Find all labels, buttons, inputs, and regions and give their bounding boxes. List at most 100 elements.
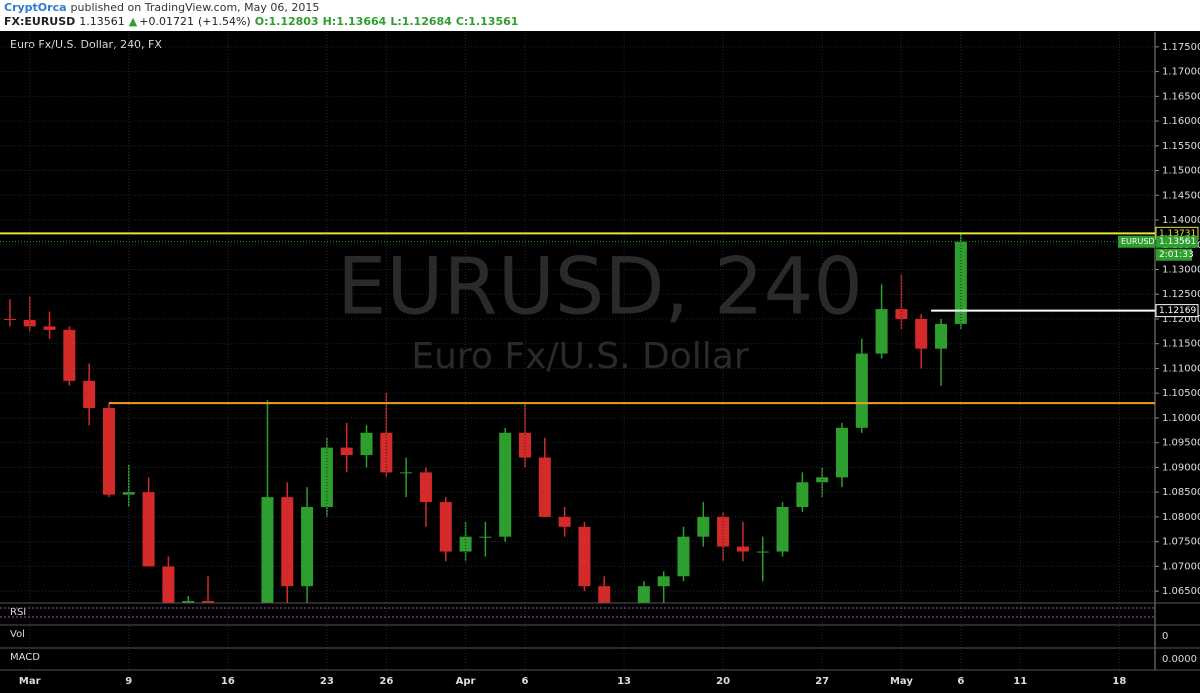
- candle-body: [855, 353, 868, 428]
- y-tick-label: 1.14500: [1162, 190, 1200, 201]
- quote-line: FX:EURUSD 1.13561 ▲ +0.01721 (+1.54%) O:1.128…: [4, 15, 518, 28]
- candle-body: [479, 536, 492, 538]
- candle-body: [419, 472, 432, 503]
- x-tick-label: May: [890, 676, 913, 687]
- pane-label: MACD: [10, 652, 40, 663]
- y-tick-label: 1.07000: [1162, 561, 1200, 572]
- candle-body: [182, 601, 195, 603]
- low: L:1.12684: [390, 15, 452, 28]
- level-tag: [1155, 304, 1199, 318]
- change: +0.01721: [139, 15, 194, 28]
- y-tick-label: 1.11000: [1162, 363, 1200, 374]
- open: O:1.12803: [255, 15, 319, 28]
- candle-body: [776, 507, 789, 552]
- candle-body: [637, 586, 650, 603]
- candle-body: [697, 516, 710, 537]
- header-bg: [0, 0, 1200, 31]
- candle-body: [499, 432, 512, 537]
- y-tick-label: 1.15500: [1162, 141, 1200, 152]
- candle-body: [63, 329, 76, 381]
- x-tick-label: 6: [957, 676, 964, 687]
- candle-body: [3, 318, 16, 320]
- candle-body: [736, 546, 749, 552]
- candle-body: [538, 457, 551, 517]
- candle-body: [400, 472, 413, 474]
- y-tick-label: 1.12000: [1162, 314, 1200, 325]
- candle-body: [954, 241, 967, 324]
- macd-tick-label: 0.0000: [1162, 654, 1197, 665]
- x-tick-label: 16: [221, 676, 235, 687]
- candle-body: [439, 502, 452, 552]
- y-tick-label: 1.10000: [1162, 413, 1200, 424]
- candle-body: [102, 408, 115, 495]
- symbol: FX:EURUSD: [4, 15, 75, 28]
- countdown: 2:01:33: [1159, 250, 1194, 260]
- y-tick-label: 1.08500: [1162, 487, 1200, 498]
- countdown-tag: [1156, 248, 1192, 261]
- candle-body: [756, 551, 769, 553]
- last: 1.13561: [79, 15, 125, 28]
- y-tick-label: 1.06500: [1162, 586, 1200, 597]
- y-tick-label: 1.16500: [1162, 91, 1200, 102]
- candle-body: [301, 507, 314, 587]
- y-tick-label: 1.12500: [1162, 289, 1200, 300]
- x-tick-label: 27: [815, 676, 829, 687]
- candle-body: [835, 427, 848, 478]
- price-label: 1.13561: [1159, 237, 1196, 247]
- x-tick-label: 26: [379, 676, 393, 687]
- candle-body: [935, 323, 948, 349]
- arrow: ▲: [129, 15, 138, 28]
- x-tick-label: 18: [1112, 676, 1126, 687]
- y-tick-label: 1.09500: [1162, 438, 1200, 449]
- published: published on TradingView.com, May 06, 20…: [71, 1, 320, 14]
- candle-body: [657, 576, 670, 587]
- candle-body: [578, 526, 591, 587]
- y-tick-label: 1.13000: [1162, 265, 1200, 276]
- chart-title: Euro Fx/U.S. Dollar, 240, FX: [10, 38, 162, 51]
- candle-body: [162, 566, 175, 603]
- x-tick-label: Mar: [19, 676, 41, 687]
- watermark-sub: Euro Fx/U.S. Dollar: [411, 336, 749, 377]
- candle-body: [261, 497, 274, 603]
- candle-body: [320, 447, 333, 508]
- y-tick-label: 1.08000: [1162, 512, 1200, 523]
- candle-body: [598, 586, 611, 603]
- close: C:1.13561: [456, 15, 519, 28]
- candle-body: [459, 536, 472, 552]
- y-tick-label: 1.17000: [1162, 67, 1200, 78]
- x-tick-label: 23: [320, 676, 334, 687]
- candle-body: [122, 492, 135, 495]
- y-tick-label: 1.10500: [1162, 388, 1200, 399]
- candle-body: [677, 536, 690, 577]
- candle-body: [796, 482, 809, 508]
- header-line: CryptOrca published on TradingView.com, M…: [4, 1, 319, 14]
- x-tick-label: 6: [522, 676, 529, 687]
- y-tick-label: 1.16000: [1162, 116, 1200, 127]
- candle-body: [142, 492, 155, 567]
- x-tick-label: 9: [125, 676, 132, 687]
- candle-body: [340, 447, 353, 456]
- candle-body: [202, 601, 215, 603]
- y-tick-label: 1.11500: [1162, 339, 1200, 350]
- author[interactable]: CryptOrca: [4, 1, 67, 14]
- level-label: 1.12169: [1159, 306, 1196, 316]
- candle-body: [558, 516, 571, 527]
- pane-label: RSI: [10, 607, 26, 618]
- x-tick-label: Apr: [456, 676, 476, 687]
- candle-body: [360, 432, 373, 456]
- candle-body: [281, 497, 294, 587]
- candle-body: [717, 516, 730, 547]
- candle-body: [83, 380, 96, 409]
- candle-body: [519, 432, 531, 458]
- pane-label: Vol: [10, 629, 25, 640]
- symbol-label: EURUSD: [1121, 237, 1155, 246]
- symbol-tag: [1118, 235, 1155, 248]
- change-pct: (+1.54%): [198, 15, 251, 28]
- x-tick-label: 11: [1013, 676, 1027, 687]
- candle-body: [875, 309, 888, 354]
- high: H:1.13664: [323, 15, 387, 28]
- price-tag: [1156, 235, 1198, 248]
- level-label: 1.13731: [1159, 229, 1196, 239]
